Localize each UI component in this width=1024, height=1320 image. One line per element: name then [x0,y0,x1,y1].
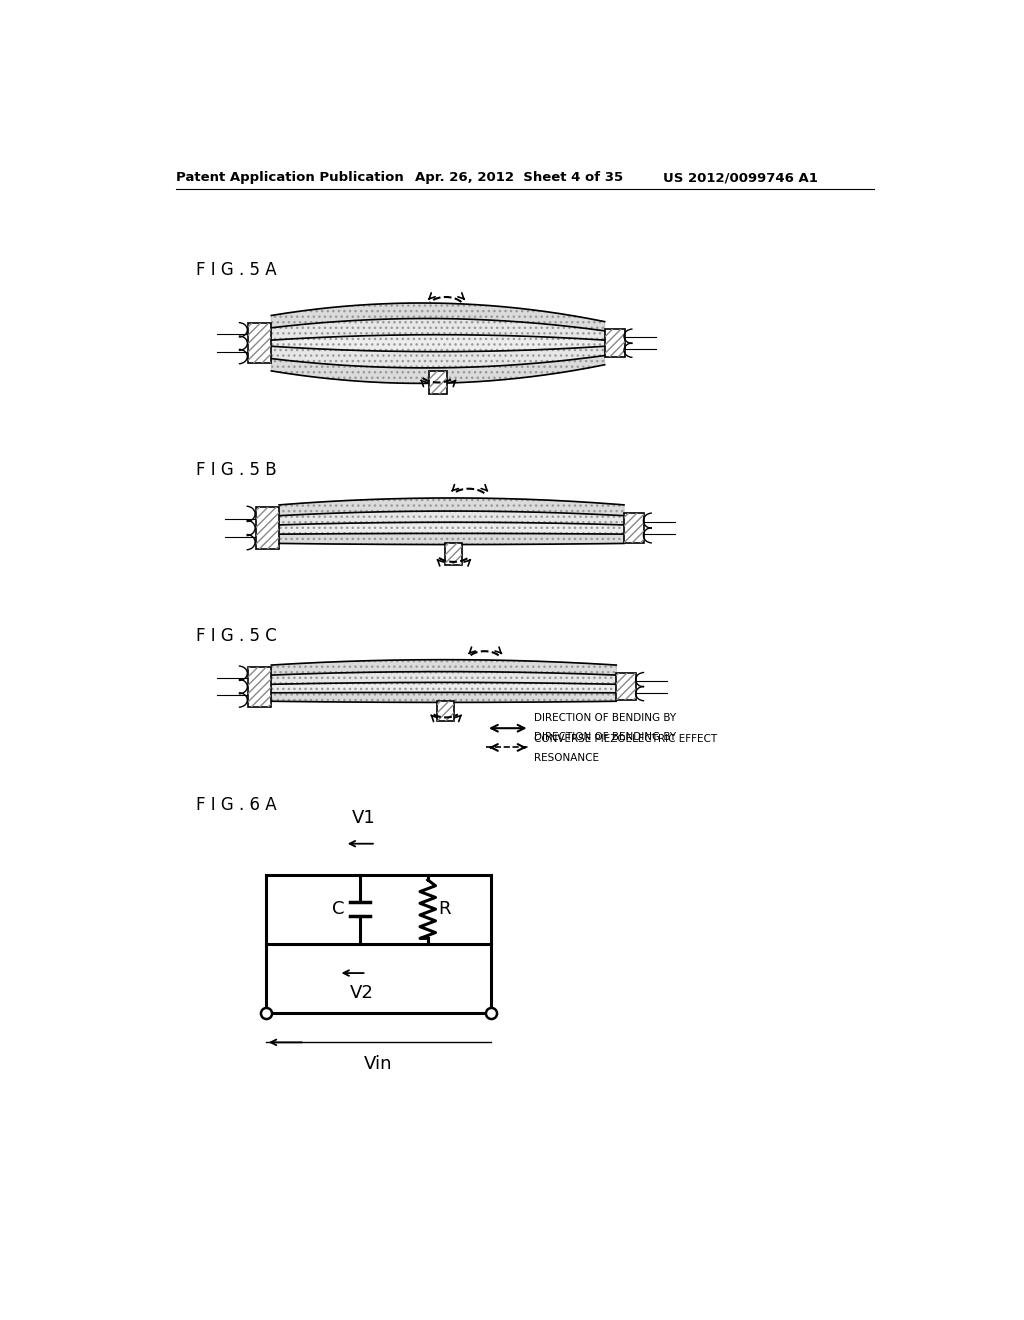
Bar [616,673,636,701]
Polygon shape [271,693,616,702]
Text: RESONANCE: RESONANCE [535,752,599,763]
Bar [429,371,446,395]
Bar [437,701,455,721]
Text: V1: V1 [351,809,376,826]
Bar [604,330,625,358]
Polygon shape [271,346,604,368]
Polygon shape [271,672,616,684]
Bar [256,507,280,549]
Text: CONVERSE PIEZOELECTRIC EFFECT: CONVERSE PIEZOELECTRIC EFFECT [535,734,717,743]
Polygon shape [280,523,624,535]
Bar [604,330,625,358]
Bar [248,667,271,706]
Polygon shape [280,511,624,525]
Bar [616,673,636,701]
Bar [437,701,455,721]
Text: F I G . 5 C: F I G . 5 C [197,627,276,644]
Polygon shape [271,318,604,341]
Bar [624,513,644,543]
Text: US 2012/0099746 A1: US 2012/0099746 A1 [663,172,817,185]
Text: F I G . 5 A: F I G . 5 A [197,261,276,279]
Text: DIRECTION OF BENDING BY: DIRECTION OF BENDING BY [535,733,676,742]
Text: C: C [333,900,345,919]
Text: R: R [438,900,452,919]
Polygon shape [280,498,624,516]
Polygon shape [271,682,616,693]
Bar [256,507,280,549]
Text: F I G . 6 A: F I G . 6 A [197,796,276,814]
Text: V2: V2 [349,983,374,1002]
Text: F I G . 5 B: F I G . 5 B [197,461,276,479]
Bar [429,371,446,395]
Text: Vin: Vin [365,1055,392,1073]
Text: Patent Application Publication: Patent Application Publication [176,172,403,185]
Polygon shape [271,304,604,331]
Text: Apr. 26, 2012  Sheet 4 of 35: Apr. 26, 2012 Sheet 4 of 35 [415,172,623,185]
Bar [445,544,462,565]
Bar [248,323,271,363]
Polygon shape [280,533,624,545]
Text: DIRECTION OF BENDING BY: DIRECTION OF BENDING BY [535,713,676,723]
Polygon shape [271,335,604,351]
Polygon shape [271,355,604,383]
Bar [248,667,271,706]
Bar [248,323,271,363]
Bar [445,544,462,565]
Bar [624,513,644,543]
Polygon shape [271,660,616,675]
